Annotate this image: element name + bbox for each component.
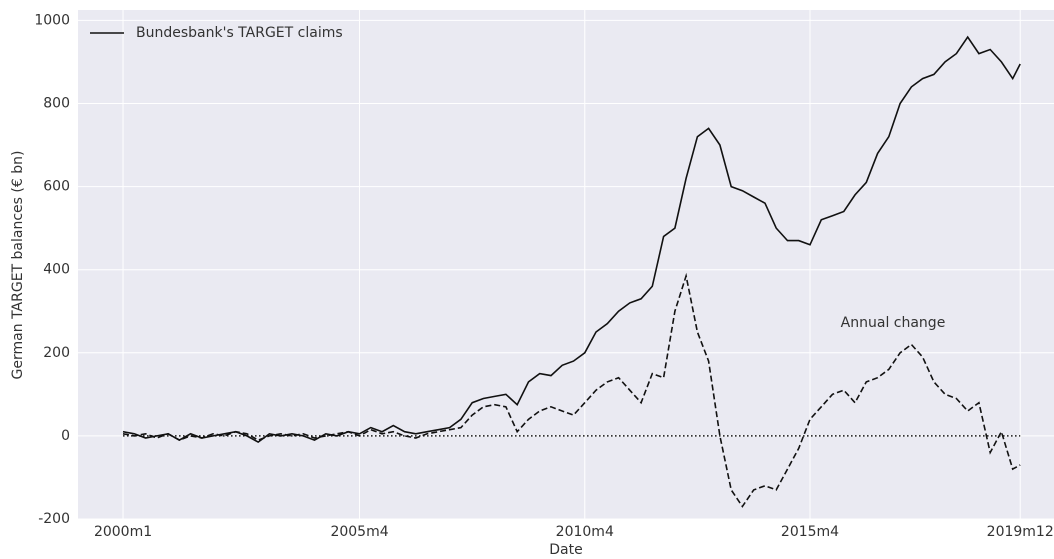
- x-tick-label: 2000m1: [94, 524, 152, 540]
- y-tick-label: 400: [43, 262, 70, 278]
- x-axis-label: Date: [549, 542, 582, 558]
- y-axis-label: German TARGET balances (€ bn): [10, 151, 26, 380]
- plot-area: [78, 10, 1054, 519]
- x-tick-label: 2019m12: [987, 524, 1054, 540]
- y-tick-label: -200: [38, 511, 70, 527]
- y-tick-label: 800: [43, 95, 70, 111]
- y-tick-label: 1000: [34, 12, 70, 28]
- x-tick-label: 2015m4: [781, 524, 839, 540]
- x-tick-label: 2010m4: [556, 524, 614, 540]
- legend-label: Bundesbank's TARGET claims: [136, 25, 343, 41]
- series-line: [122, 35, 1021, 444]
- annotation: Annual change: [841, 315, 946, 331]
- x-tick-label: 2005m4: [330, 524, 388, 540]
- series-line: [122, 272, 1021, 508]
- y-tick-label: 0: [61, 428, 70, 444]
- y-tick-label: 200: [43, 345, 70, 361]
- y-tick-label: 600: [43, 179, 70, 195]
